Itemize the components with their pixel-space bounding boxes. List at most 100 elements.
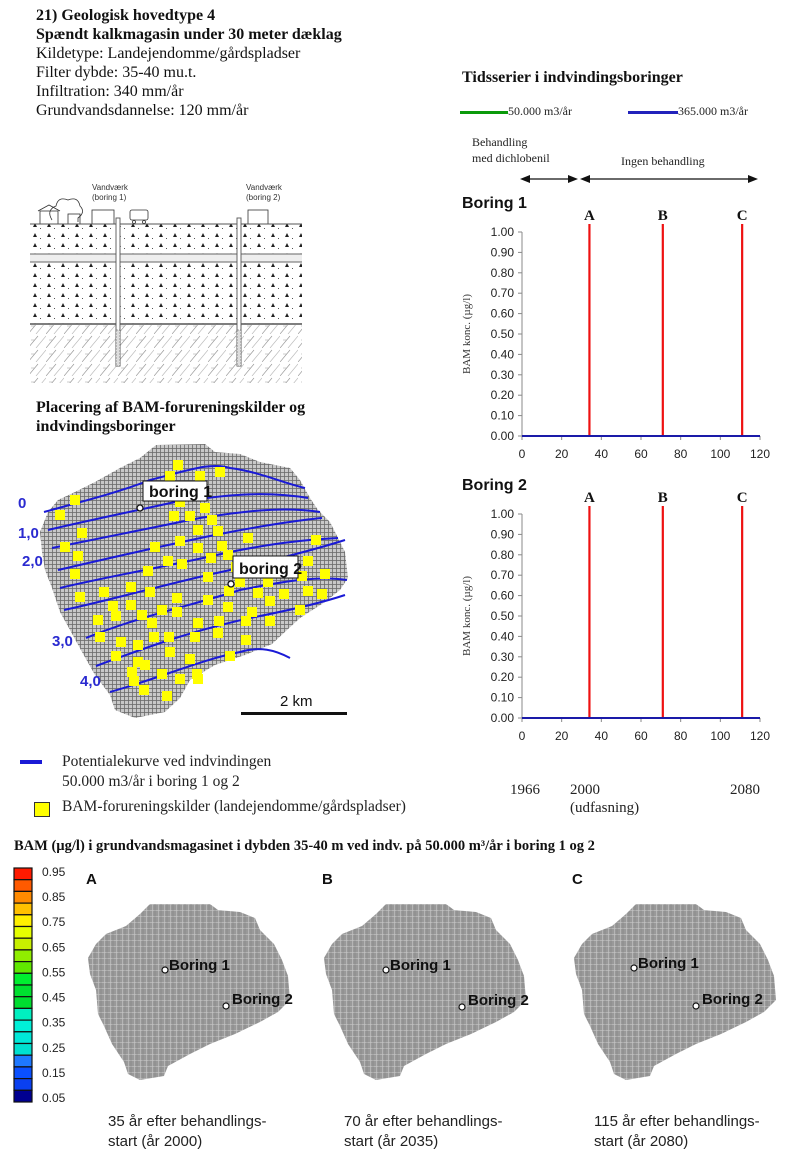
boring-2-point xyxy=(458,1003,466,1011)
pollution-source xyxy=(214,616,224,626)
y-tick-label: 0.80 xyxy=(491,548,515,562)
y-tick-label: 0.60 xyxy=(491,589,515,603)
pollution-source xyxy=(95,632,105,642)
pollution-source xyxy=(193,543,203,553)
contour-label-4: 4,0 xyxy=(80,673,101,690)
pollution-source xyxy=(213,526,223,536)
contour-label-0: 0 xyxy=(18,495,26,512)
pollution-source xyxy=(203,595,213,605)
no-treatment-arrow xyxy=(580,175,758,183)
y-tick-label: 0.00 xyxy=(491,429,515,443)
legend-label-50000: 50.000 m3/år xyxy=(508,104,572,118)
boring-2-label: Boring 2 xyxy=(468,992,529,1009)
x-tick-label: 100 xyxy=(710,447,730,460)
legend-source-label: BAM-forureningskilder (landejendomme/går… xyxy=(62,798,406,815)
pollution-source xyxy=(173,460,183,470)
pollution-source xyxy=(145,587,155,597)
x-tick-label: 40 xyxy=(595,447,609,460)
y-tick-label: 0.90 xyxy=(491,527,515,541)
pollution-source xyxy=(224,586,234,596)
colorbar: 0.95 0.85 0.75 0.65 0.55 0.45 0.35 0.25 0.15 0.05 xyxy=(13,865,66,1105)
tanker-icon xyxy=(129,209,149,224)
pollution-source xyxy=(193,618,203,628)
colorbar-cell xyxy=(13,925,33,939)
boring-2-point xyxy=(222,1002,230,1010)
no-treatment-label: Ingen behandling xyxy=(621,154,705,168)
phase-arrows xyxy=(520,175,758,183)
svg-text:2 km: 2 km xyxy=(280,693,313,710)
marker-label-c: C xyxy=(737,490,748,506)
colorbar-tick-label: 0.15 xyxy=(42,1066,66,1080)
chart-boring-1: Boring 1 0.00 0.10 0.20 0.30 0.40 0.50 0.60 0.70… xyxy=(461,195,770,460)
x-tick-label: 80 xyxy=(674,447,688,460)
pollution-source xyxy=(193,674,203,684)
colorbar-tick-label: 0.35 xyxy=(42,1016,66,1030)
x-tick-label: 60 xyxy=(634,729,648,743)
contour-line xyxy=(43,464,306,513)
pollution-source xyxy=(279,589,289,599)
pollution-source xyxy=(149,632,159,642)
contour-label-1: 1,0 xyxy=(18,525,39,542)
chart-boring-2: Boring 2 0.00 0.10 0.20 0.30 0.40 0.50 0.60 0.70… xyxy=(461,477,770,743)
y-tick-label: 0.10 xyxy=(491,409,515,423)
header-infiltration: Infiltration: 340 mm/år xyxy=(36,83,184,100)
colorbar-tick-label: 0.25 xyxy=(42,1041,66,1055)
heatmap-section-title: BAM (µg/l) i grundvandsmagasinet i dybde… xyxy=(14,838,595,854)
y-tick-label: 0.30 xyxy=(491,368,515,382)
legend-contour-line-2: 50.000 m3/år i boring 1 og 2 xyxy=(62,773,240,790)
pollution-source xyxy=(195,471,205,481)
pollution-source xyxy=(320,569,330,579)
pollution-source xyxy=(126,600,136,610)
heatmap-panel-b: B Boring 1 Boring 2 70 år efter behandlings… xyxy=(322,871,529,1150)
timeseries-title: Tidsserier i indvindingsboringer xyxy=(462,69,683,86)
y-tick-label: 0.50 xyxy=(491,609,515,623)
pollution-source xyxy=(162,691,172,701)
pollution-source xyxy=(126,582,136,592)
chart-title: Boring 2 xyxy=(462,477,527,494)
pollution-source xyxy=(241,616,251,626)
boring-2-label: Boring 2 xyxy=(232,991,293,1008)
svg-text:Vandværk: Vandværk xyxy=(246,183,283,192)
well-boring-2 xyxy=(236,217,242,367)
y-tick-label: 0.70 xyxy=(491,568,515,582)
waterworks-1-label: Vandværk (boring 1) xyxy=(92,183,129,202)
colorbar-tick-label: 0.05 xyxy=(42,1091,66,1105)
svg-text:boring 1: boring 1 xyxy=(149,484,212,501)
waterworks-2-label: Vandværk (boring 2) xyxy=(246,183,283,202)
boring-1-point xyxy=(382,966,390,974)
colorbar-tick-label: 0.85 xyxy=(42,890,66,904)
contour-label-2: 2,0 xyxy=(22,553,43,570)
header-subtitle: Spændt kalkmagasin under 30 meter dæklag xyxy=(36,26,342,43)
pollution-source xyxy=(133,640,143,650)
marker-label-a: A xyxy=(584,208,595,224)
legend-contour: Potentialekurve ved indvindingen 50.000 … xyxy=(20,750,440,790)
colorbar-tick-label: 0.45 xyxy=(42,991,66,1005)
header-source-type: Kildetype: Landejendomme/gårdspladser xyxy=(36,45,301,62)
map-title-line-1: Placering af BAM-forureningskilder og xyxy=(36,399,306,416)
colorbar-cell xyxy=(13,1066,33,1080)
pollution-source xyxy=(116,637,126,647)
pollution-source xyxy=(223,550,233,560)
pollution-source xyxy=(241,635,251,645)
boring-1-label: Boring 1 xyxy=(638,955,699,972)
boring-1-label: Boring 1 xyxy=(390,957,451,974)
map-title: Placering af BAM-forureningskilder og in… xyxy=(36,398,305,436)
boring-2-point xyxy=(692,1002,700,1010)
pollution-source xyxy=(165,471,175,481)
panel-caption-line-2: start (år 2035) xyxy=(344,1133,438,1150)
pollution-source xyxy=(253,588,263,598)
y-tick-label: 0.50 xyxy=(491,327,515,341)
model-area-grid xyxy=(324,904,526,1080)
pollution-source xyxy=(203,572,213,582)
pollution-source xyxy=(137,610,147,620)
pollution-source xyxy=(129,676,139,686)
x-tick-label: 0 xyxy=(519,729,526,743)
panel-caption-line-2: start (år 2080) xyxy=(594,1133,688,1150)
svg-text:(boring 1): (boring 1) xyxy=(92,193,127,202)
pollution-source xyxy=(165,647,175,657)
pollution-source xyxy=(213,628,223,638)
pollution-source xyxy=(190,632,200,642)
contour-line-swatch xyxy=(20,760,42,764)
pollution-source xyxy=(140,660,150,670)
